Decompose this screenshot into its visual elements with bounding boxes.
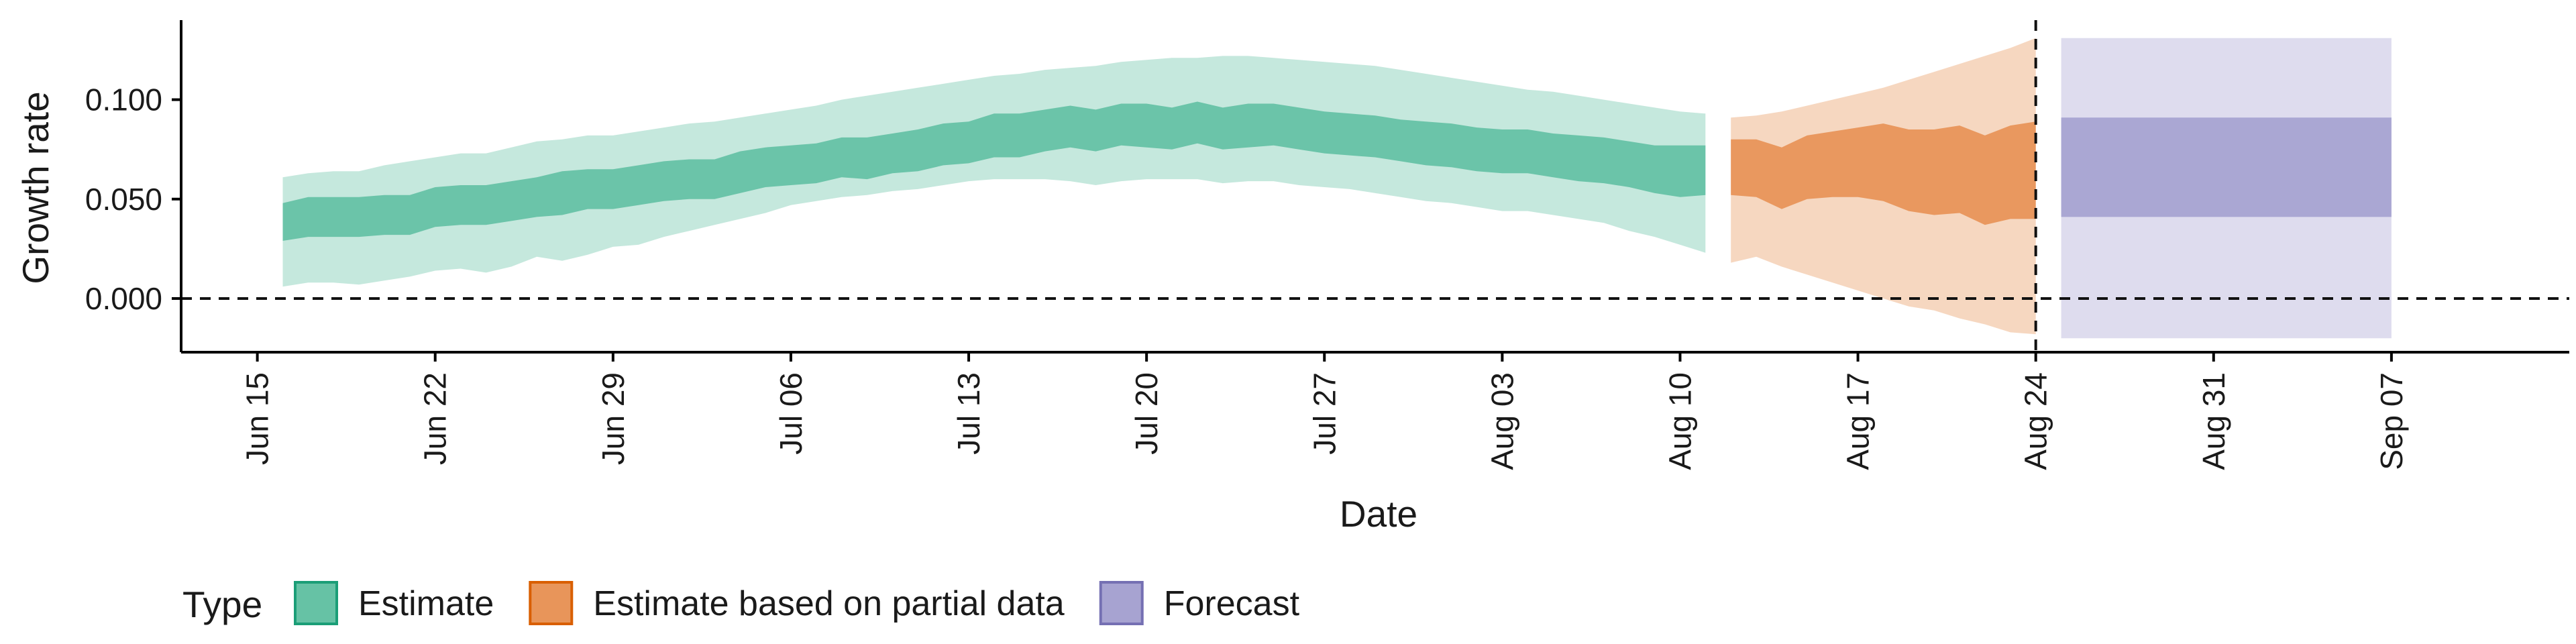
inner-band-forecast — [2061, 117, 2392, 217]
x-tick-label: Aug 10 — [1663, 372, 1698, 470]
inner-band-estimate-based-on-partial-data — [1731, 121, 2036, 225]
axes: 0.000 0.050 0.100 Jun 15 Jun 22 Jun 29 Jul 06 J… — [85, 20, 2569, 470]
x-tick-label: Jun 29 — [596, 372, 631, 465]
x-tick-label: Jul 20 — [1129, 372, 1164, 455]
legend-label: Estimate — [358, 584, 494, 623]
legend-label: Forecast — [1164, 584, 1300, 623]
x-tick-label: Aug 24 — [2019, 372, 2053, 470]
y-tick-label: 0.050 — [85, 182, 162, 217]
reference-lines — [181, 20, 2569, 352]
inner-band-estimate — [282, 101, 1706, 241]
x-tick-label: Aug 31 — [2196, 372, 2231, 470]
legend-swatch — [529, 581, 574, 625]
x-tick-label: Jul 13 — [951, 372, 986, 455]
legend: Type Estimate Estimate based on partial da… — [182, 581, 1300, 625]
x-tick-label: Jul 27 — [1307, 372, 1342, 455]
legend-title: Type — [182, 584, 262, 625]
x-axis-title: Date — [1340, 493, 1417, 535]
x-tick-label: Aug 17 — [1841, 372, 1876, 470]
x-tick-label: Jul 06 — [773, 372, 808, 455]
legend-label: Estimate based on partial data — [593, 584, 1065, 623]
y-axis-title: Growth rate — [15, 91, 56, 284]
x-tick-label: Jun 22 — [418, 372, 453, 465]
ribbon-layer — [282, 38, 2392, 339]
legend-swatch — [294, 581, 338, 625]
x-tick-label: Jun 15 — [240, 372, 275, 465]
y-tick-label: 0.000 — [85, 281, 162, 316]
x-tick-label: Sep 07 — [2374, 372, 2409, 470]
y-tick-label: 0.100 — [85, 83, 162, 117]
legend-swatch — [1099, 581, 1144, 625]
x-tick-label: Aug 03 — [1485, 372, 1519, 470]
